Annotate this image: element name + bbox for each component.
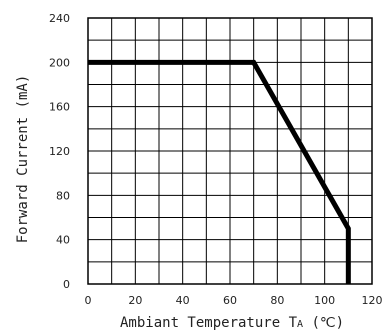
x-tick-label: 0 <box>85 294 92 307</box>
y-tick-label: 240 <box>49 12 70 25</box>
x-tick-label: 100 <box>314 294 335 307</box>
x-axis-title-unit: (℃) <box>303 315 344 331</box>
series-line-0 <box>88 59 351 284</box>
x-tick-labels: 0 20 40 60 80 100 120 <box>85 294 383 307</box>
x-tick-label: 80 <box>270 294 284 307</box>
x-tick-label: 60 <box>223 294 237 307</box>
plot-border <box>87 17 373 285</box>
x-tick-label: 120 <box>362 294 383 307</box>
y-axis-title: Forward Current (mA) <box>15 75 31 244</box>
y-tick-label: 120 <box>49 145 70 158</box>
y-tick-label: 200 <box>49 56 70 69</box>
y-tick-labels: 0 40 80 120 160 200 240 <box>49 12 70 291</box>
y-tick-label: 160 <box>49 101 70 114</box>
x-axis-title: Ambiant Temperature TA (℃) <box>120 315 344 331</box>
x-axis-title-subscript: A <box>297 319 303 330</box>
plot-frame <box>87 17 373 285</box>
x-axis-title-main: Ambiant Temperature T <box>120 315 298 331</box>
y-tick-label: 40 <box>56 234 70 247</box>
x-tick-label: 40 <box>176 294 190 307</box>
y-tick-label: 0 <box>63 278 70 291</box>
series-group <box>88 59 351 284</box>
grid <box>88 18 372 284</box>
y-tick-label: 80 <box>56 189 70 202</box>
x-tick-label: 20 <box>128 294 142 307</box>
